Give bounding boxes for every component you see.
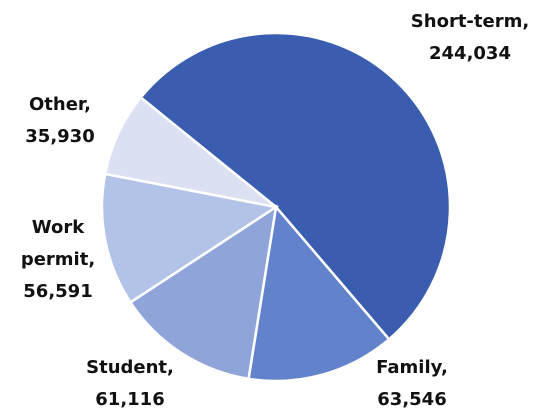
slice-value-label: 35,930: [25, 126, 94, 147]
pie-slice: [139, 31, 452, 342]
slice-category-label: Student,: [86, 357, 174, 378]
slice-category-label: Family,: [376, 357, 448, 378]
slice-category-label: Other,: [29, 94, 91, 115]
slice-value-label: 244,034: [429, 43, 511, 64]
slice-value-label: 56,591: [23, 281, 92, 302]
slice-category-label: Work permit,: [21, 217, 95, 270]
slice-value-label: 61,116: [95, 389, 164, 410]
pie-slice: [103, 95, 277, 209]
pie-slice: [100, 172, 280, 305]
slice-value-label: 63,546: [377, 389, 446, 410]
pie-slice: [128, 204, 278, 381]
slice-category-label: Short-term,: [411, 11, 529, 32]
pie-slice: [247, 204, 391, 383]
